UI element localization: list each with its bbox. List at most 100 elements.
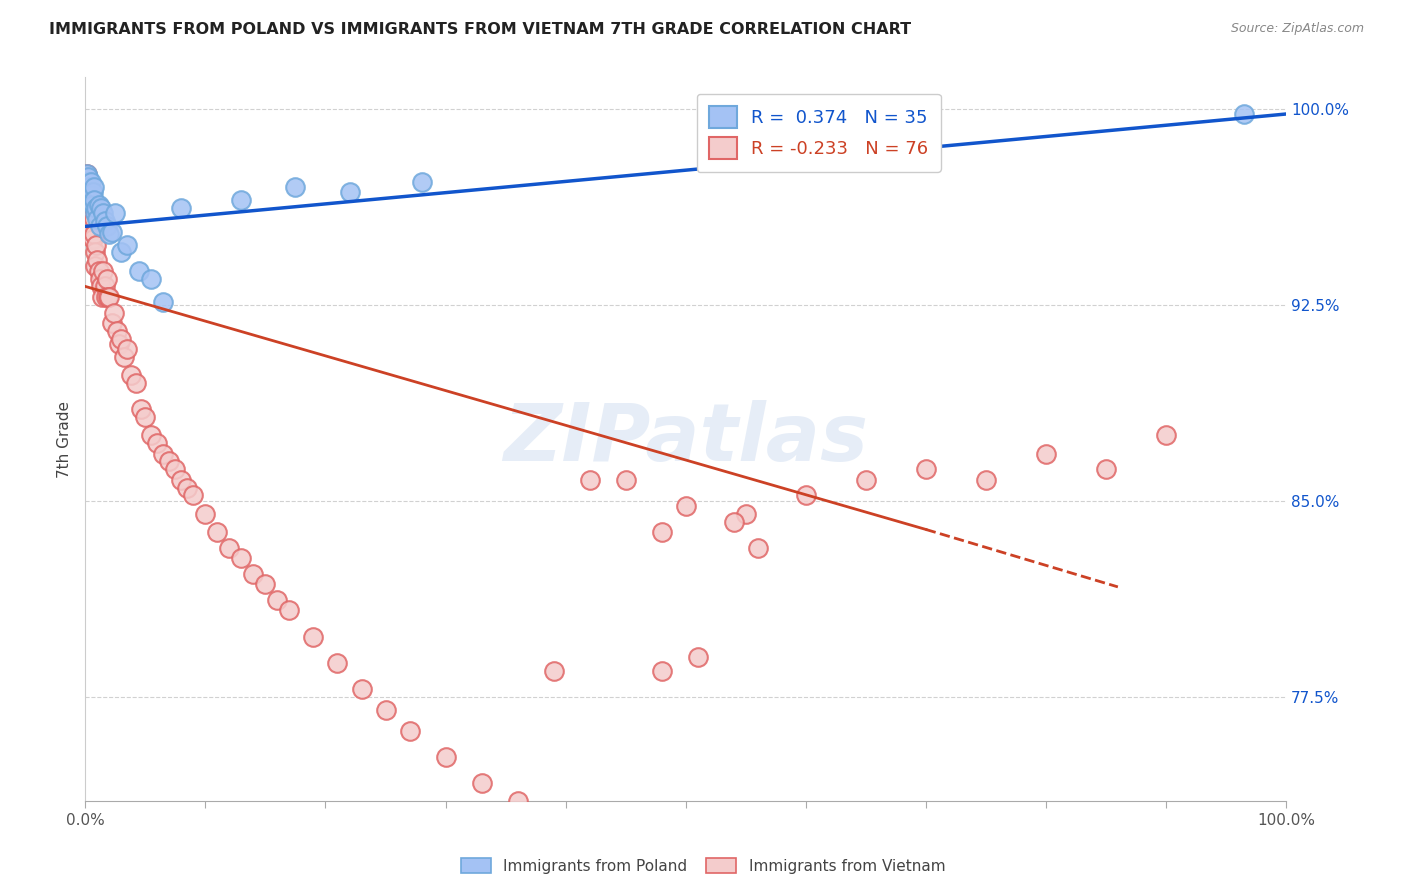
Point: [675, 499, 697, 513]
Point: [79, 206, 101, 220]
Point: [1154, 428, 1177, 442]
Point: [103, 305, 125, 319]
Point: [398, 723, 420, 738]
Point: [77, 193, 100, 207]
Y-axis label: 7th Grade: 7th Grade: [58, 401, 72, 478]
Point: [90, 201, 112, 215]
Point: [79, 193, 101, 207]
Point: [794, 488, 817, 502]
Point: [128, 264, 150, 278]
Point: [84, 259, 107, 273]
Point: [339, 186, 361, 200]
Point: [152, 295, 174, 310]
Point: [146, 436, 169, 450]
Point: [98, 227, 121, 242]
Point: [87, 198, 110, 212]
Point: [278, 603, 301, 617]
Point: [87, 264, 110, 278]
Point: [110, 245, 132, 260]
Point: [83, 211, 105, 226]
Point: [120, 368, 142, 383]
Point: [76, 175, 98, 189]
Point: [266, 593, 288, 607]
Point: [1233, 107, 1256, 121]
Point: [93, 214, 115, 228]
Text: Source: ZipAtlas.com: Source: ZipAtlas.com: [1230, 22, 1364, 36]
Point: [86, 211, 108, 226]
Point: [176, 481, 198, 495]
Point: [76, 169, 98, 184]
Point: [94, 290, 117, 304]
Legend: Immigrants from Poland, Immigrants from Vietnam: Immigrants from Poland, Immigrants from …: [454, 852, 952, 880]
Text: ZIPatlas: ZIPatlas: [503, 401, 868, 478]
Point: [86, 253, 108, 268]
Point: [82, 232, 104, 246]
Point: [82, 198, 104, 212]
Point: [77, 180, 100, 194]
Point: [254, 577, 277, 591]
Point: [93, 279, 115, 293]
Point: [129, 402, 152, 417]
Point: [91, 290, 114, 304]
Point: [97, 290, 120, 304]
Point: [104, 206, 127, 220]
Point: [125, 376, 148, 391]
Point: [79, 219, 101, 234]
Point: [651, 664, 673, 678]
Point: [117, 342, 139, 356]
Point: [350, 681, 373, 696]
Point: [82, 186, 104, 200]
Point: [80, 188, 103, 202]
Point: [77, 186, 100, 200]
Point: [108, 337, 131, 351]
Point: [1035, 447, 1057, 461]
Point: [471, 776, 494, 790]
Point: [506, 794, 529, 808]
Point: [84, 201, 107, 215]
Point: [112, 350, 135, 364]
Point: [914, 462, 936, 476]
Point: [578, 473, 600, 487]
Point: [326, 656, 349, 670]
Point: [614, 473, 637, 487]
Point: [84, 206, 107, 220]
Point: [117, 237, 139, 252]
Point: [90, 279, 112, 293]
Point: [284, 180, 307, 194]
Point: [83, 227, 105, 242]
Point: [84, 237, 107, 252]
Point: [101, 225, 124, 239]
Point: [434, 749, 457, 764]
Point: [93, 264, 115, 278]
Point: [242, 566, 264, 581]
Point: [747, 541, 769, 555]
Point: [183, 488, 205, 502]
Text: IMMIGRANTS FROM POLAND VS IMMIGRANTS FROM VIETNAM 7TH GRADE CORRELATION CHART: IMMIGRANTS FROM POLAND VS IMMIGRANTS FRO…: [49, 22, 911, 37]
Point: [170, 201, 193, 215]
Point: [411, 175, 433, 189]
Point: [651, 524, 673, 539]
Point: [734, 507, 756, 521]
Point: [101, 316, 124, 330]
Point: [141, 428, 163, 442]
Point: [1095, 462, 1118, 476]
Point: [686, 650, 709, 665]
Point: [89, 271, 111, 285]
Point: [76, 167, 98, 181]
Point: [96, 271, 118, 285]
Point: [80, 211, 103, 226]
Point: [105, 324, 128, 338]
Point: [543, 664, 565, 678]
Point: [165, 462, 187, 476]
Point: [76, 167, 98, 181]
Point: [855, 473, 877, 487]
Point: [302, 630, 325, 644]
Point: [152, 447, 174, 461]
Point: [76, 175, 98, 189]
Point: [157, 454, 180, 468]
Point: [218, 541, 240, 555]
Point: [974, 473, 997, 487]
Point: [231, 193, 253, 207]
Point: [83, 193, 105, 207]
Point: [231, 551, 253, 566]
